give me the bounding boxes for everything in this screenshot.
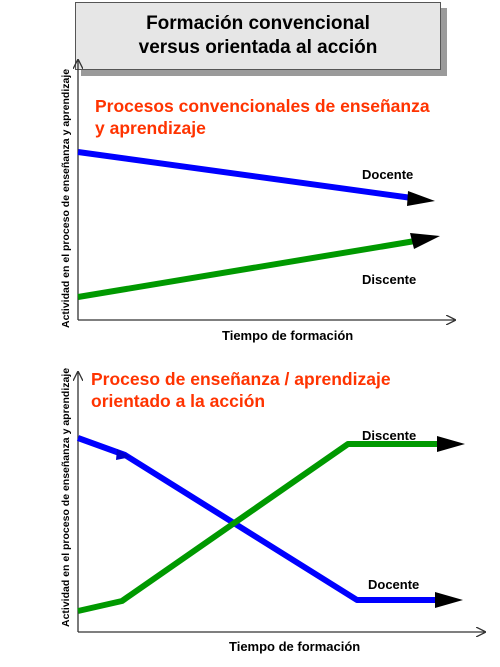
chart1-series-discente: [77, 233, 440, 300]
chart1-series-docente: [77, 149, 435, 206]
chart1-discente-arrowhead: [410, 233, 440, 249]
chart2-heading-line-2: orientado a la acción: [91, 391, 266, 411]
chart2-label-discente: Discente: [362, 428, 417, 443]
chart2-axes: [78, 372, 485, 632]
chart2-heading-line-1: Proceso de enseñanza / aprendizaje: [91, 369, 391, 389]
chart2-x-axis-label: Tiempo de formación: [229, 639, 361, 654]
chart1-x-axis-label: Tiempo de formación: [222, 328, 354, 343]
chart1-axes: [78, 60, 455, 320]
chart2-label-docente: Docente: [368, 577, 420, 592]
chart1-heading: Procesos convencionales de enseñanza y a…: [95, 95, 430, 139]
chart2-discente-line: [77, 441, 440, 614]
chart1-heading-line-1: Procesos convencionales de enseñanza: [95, 96, 430, 116]
chart2-docente-kink-arrowhead: [116, 449, 131, 460]
chart2-docente-arrowhead: [435, 592, 463, 608]
chart1-heading-line-2: y aprendizaje: [95, 118, 206, 138]
title-line-2: versus orientada al acción: [138, 37, 378, 58]
chart1-docente-line: [77, 149, 413, 201]
chart2-heading: Proceso de enseñanza / aprendizaje orien…: [91, 368, 391, 412]
chart1-discente-line: [77, 238, 416, 300]
chart1-label-discente: Discente: [362, 272, 417, 287]
chart1-label-docente: Docente: [362, 167, 414, 182]
title-box: Formación convencional versus orientada …: [75, 2, 441, 70]
title-line-1: Formación convencional: [146, 13, 370, 34]
chart2-series-discente: [77, 436, 465, 614]
chart2-series-docente: [76, 435, 463, 608]
chart1-docente-arrowhead: [407, 191, 435, 206]
chart2-discente-arrowhead: [437, 436, 465, 452]
chart2-docente-line: [76, 435, 438, 603]
